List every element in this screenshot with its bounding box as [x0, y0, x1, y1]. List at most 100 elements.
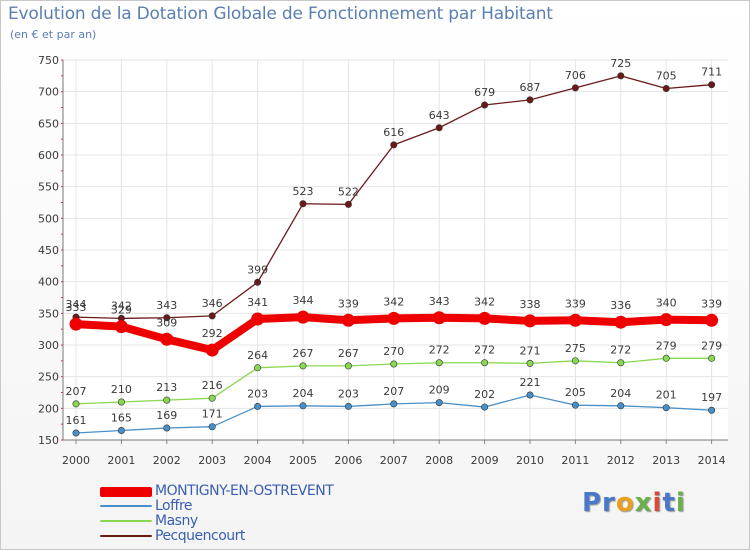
- x-tick-label-2010: 2010: [516, 454, 544, 467]
- point-loffre-2005: [299, 402, 307, 410]
- legend-swatch-masny: [100, 520, 152, 522]
- point-montigny-2006: [341, 313, 355, 327]
- data-label-loffre-2001: 165: [111, 412, 132, 425]
- point-pecquencourt-2013: [662, 85, 670, 93]
- data-label-masny-2000: 207: [66, 385, 87, 398]
- x-tick-label-2000: 2000: [62, 454, 90, 467]
- point-masny-2000: [72, 400, 80, 408]
- data-label-pecquencourt-2002: 343: [156, 299, 177, 312]
- data-label-pecquencourt-2001: 342: [111, 299, 132, 312]
- data-label-loffre-2013: 201: [656, 389, 677, 402]
- legend-swatch-loffre: [100, 505, 152, 507]
- point-montigny-2005: [296, 310, 310, 324]
- point-loffre-2006: [344, 402, 352, 410]
- data-label-masny-2004: 264: [247, 349, 268, 362]
- point-montigny-2000: [69, 317, 83, 331]
- data-label-pecquencourt-2003: 346: [202, 297, 223, 310]
- data-label-montigny-2004: 341: [247, 296, 268, 309]
- x-tick-label-2012: 2012: [607, 454, 635, 467]
- data-label-masny-2009: 272: [474, 344, 495, 357]
- point-pecquencourt-2003: [208, 312, 216, 320]
- point-loffre-2003: [208, 423, 216, 431]
- point-masny-2010: [526, 359, 534, 367]
- x-tick-label-2006: 2006: [334, 454, 362, 467]
- data-label-masny-2014: 279: [701, 339, 722, 352]
- point-masny-2001: [117, 398, 125, 406]
- data-label-pecquencourt-2004: 399: [247, 263, 268, 276]
- data-label-montigny-2005: 344: [293, 294, 314, 307]
- chart-title: Evolution de la Dotation Globale de Fonc…: [8, 4, 553, 24]
- point-montigny-2010: [523, 314, 537, 328]
- data-label-montigny-2007: 342: [383, 295, 404, 308]
- point-loffre-2002: [163, 424, 171, 432]
- point-loffre-2007: [390, 400, 398, 408]
- x-tick-label-2011: 2011: [561, 454, 589, 467]
- x-tick-label-2001: 2001: [107, 454, 135, 467]
- point-loffre-2010: [526, 391, 534, 399]
- data-label-loffre-2000: 161: [66, 414, 87, 427]
- data-label-loffre-2006: 203: [338, 387, 359, 400]
- point-pecquencourt-2011: [571, 84, 579, 92]
- data-label-masny-2010: 271: [520, 344, 541, 357]
- data-label-loffre-2008: 209: [429, 384, 450, 397]
- y-tick-label-550: 550: [38, 181, 59, 194]
- data-label-pecquencourt-2009: 679: [474, 86, 495, 99]
- data-label-montigny-2012: 336: [610, 299, 631, 312]
- point-montigny-2011: [568, 313, 582, 327]
- point-loffre-2000: [72, 429, 80, 437]
- x-tick-label-2004: 2004: [244, 454, 272, 467]
- point-masny-2005: [299, 362, 307, 370]
- data-label-pecquencourt-2008: 643: [429, 109, 450, 122]
- point-loffre-2014: [708, 406, 716, 414]
- data-label-montigny-2011: 339: [565, 297, 586, 310]
- data-label-loffre-2010: 221: [520, 376, 541, 389]
- data-label-loffre-2011: 205: [565, 386, 586, 399]
- y-tick-label-150: 150: [38, 434, 59, 447]
- y-tick-label-400: 400: [38, 276, 59, 289]
- point-pecquencourt-2005: [299, 200, 307, 208]
- point-loffre-2004: [254, 402, 262, 410]
- data-label-pecquencourt-2005: 523: [293, 185, 314, 198]
- data-label-pecquencourt-2010: 687: [520, 81, 541, 94]
- data-label-pecquencourt-2011: 706: [565, 69, 586, 82]
- data-label-masny-2001: 210: [111, 383, 132, 396]
- data-label-montigny-2008: 343: [429, 295, 450, 308]
- data-label-pecquencourt-2006: 522: [338, 185, 359, 198]
- y-tick-label-250: 250: [38, 371, 59, 384]
- legend-label-montigny: MONTIGNY-EN-OSTREVENT: [155, 483, 334, 499]
- point-montigny-2003: [205, 343, 219, 357]
- point-loffre-2011: [571, 401, 579, 409]
- x-tick-label-2013: 2013: [652, 454, 680, 467]
- point-masny-2007: [390, 360, 398, 368]
- point-masny-2003: [208, 394, 216, 402]
- point-pecquencourt-2012: [617, 72, 625, 80]
- point-montigny-2007: [387, 311, 401, 325]
- x-tick-label-2003: 2003: [198, 454, 226, 467]
- data-label-pecquencourt-2012: 725: [610, 57, 631, 70]
- point-loffre-2008: [435, 399, 443, 407]
- data-label-loffre-2004: 203: [247, 387, 268, 400]
- y-tick-label-650: 650: [38, 117, 59, 130]
- y-tick-label-200: 200: [38, 402, 59, 415]
- data-label-montigny-2014: 339: [701, 297, 722, 310]
- point-montigny-2002: [160, 332, 174, 346]
- point-montigny-2004: [251, 312, 265, 326]
- point-pecquencourt-2008: [435, 124, 443, 132]
- data-label-loffre-2007: 207: [383, 385, 404, 398]
- data-label-masny-2012: 272: [610, 344, 631, 357]
- data-label-montigny-2000: 333: [66, 301, 87, 314]
- data-label-montigny-2001: 329: [111, 304, 132, 317]
- point-loffre-2001: [117, 426, 125, 434]
- data-label-masny-2005: 267: [293, 347, 314, 360]
- y-tick-label-750: 750: [38, 54, 59, 67]
- data-label-montigny-2002: 309: [156, 316, 177, 329]
- data-label-montigny-2013: 340: [656, 297, 677, 310]
- data-label-pecquencourt-2013: 705: [656, 70, 677, 83]
- point-pecquencourt-2006: [344, 200, 352, 208]
- point-montigny-2009: [478, 311, 492, 325]
- legend-swatch-montigny: [100, 487, 152, 497]
- point-masny-2009: [481, 359, 489, 367]
- data-label-pecquencourt-2007: 616: [383, 126, 404, 139]
- point-montigny-2001: [114, 320, 128, 334]
- x-tick-label-2002: 2002: [153, 454, 181, 467]
